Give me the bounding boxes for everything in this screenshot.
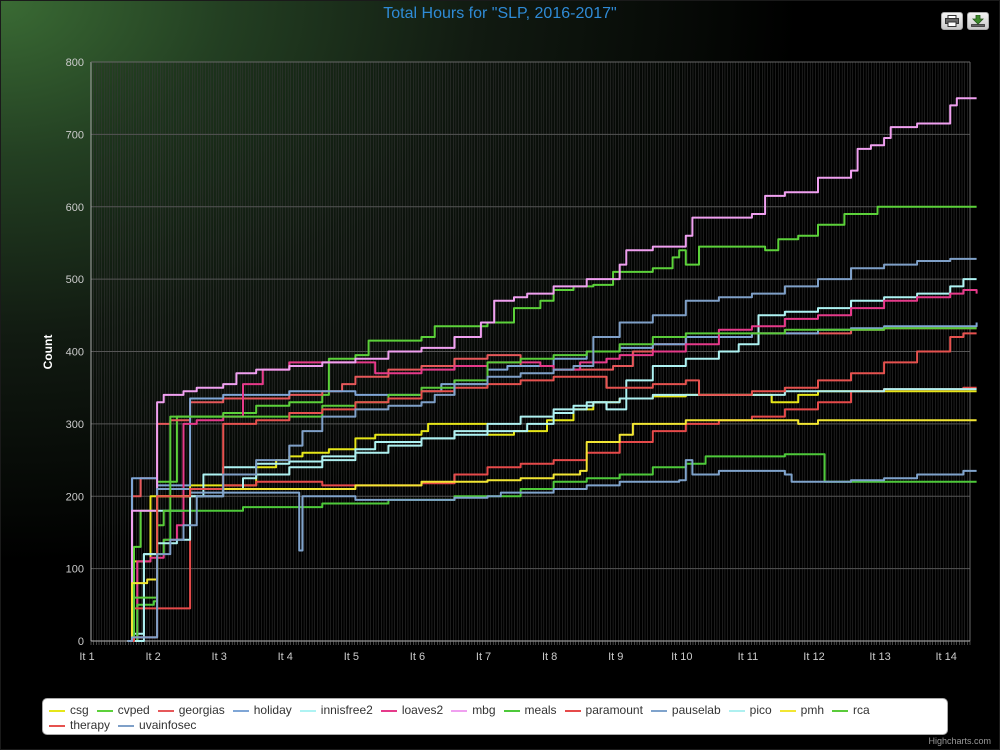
legend-label: holiday	[253, 703, 292, 717]
series-lines	[127, 97, 978, 642]
legend-label: meals	[524, 703, 557, 717]
x-tick-label: It 3	[212, 651, 227, 663]
legend-label: paramount	[585, 703, 643, 717]
legend-item-therapy[interactable]: therapy	[49, 718, 110, 733]
y-tick-label: 100	[66, 564, 84, 576]
legend-item-rca[interactable]: rca	[832, 703, 870, 718]
x-tick-label: It 4	[278, 651, 293, 663]
x-tick-label: It 8	[542, 651, 557, 663]
series-line-pico[interactable]	[127, 388, 977, 642]
y-tick-label: 800	[66, 57, 84, 69]
x-tick-label: It 12	[803, 651, 824, 663]
legend-label: pauselab	[671, 703, 721, 717]
x-tick-label: It 13	[869, 651, 890, 663]
legend-swatch	[650, 709, 667, 712]
download-icon	[971, 15, 985, 27]
x-tick-label: It 5	[344, 651, 359, 663]
y-tick-label: 500	[66, 274, 84, 286]
legend-swatch	[451, 709, 468, 712]
legend-label: pmh	[800, 703, 824, 717]
credits-link[interactable]: Highcharts.com	[928, 736, 991, 746]
legend-swatch	[118, 724, 135, 727]
legend-swatch	[49, 724, 65, 727]
x-tick-label: It 10	[671, 651, 692, 663]
x-tick-label: It 6	[410, 651, 425, 663]
chart-legend: csg cvped georgias holiday innisfree2 loaves2…	[42, 698, 948, 735]
legend-label: innisfree2	[320, 703, 373, 717]
legend-item-georgias[interactable]: georgias	[157, 703, 225, 718]
grid-lines	[90, 61, 971, 642]
y-axis-title: Count	[41, 335, 55, 370]
x-tick-label: It 2	[145, 651, 160, 663]
y-tick-label: 400	[66, 347, 84, 359]
legend-label: loaves2	[401, 703, 444, 717]
chart-plot: 0 100 200 300 400 500 600 700 800 It 1 It 2 It 3 It …	[41, 57, 978, 663]
legend-label: cvped	[117, 703, 150, 717]
legend-swatch	[728, 709, 745, 712]
legend-item-pmh[interactable]: pmh	[779, 703, 824, 718]
legend-item-cvped[interactable]: cvped	[96, 703, 150, 718]
legend-label: uvainfosec	[139, 718, 197, 732]
legend-item-uvainfosec[interactable]: uvainfosec	[118, 718, 196, 733]
legend-swatch	[232, 709, 249, 712]
legend-swatch	[380, 709, 397, 712]
legend-item-mbg[interactable]: mbg	[451, 703, 496, 718]
axes: 0 100 200 300 400 500 600 700 800 It 1 It 2 It 3 It …	[66, 57, 971, 663]
y-tick-label: 200	[66, 491, 84, 503]
legend-label: csg	[70, 703, 89, 717]
legend-swatch	[49, 709, 65, 712]
print-icon	[945, 15, 959, 27]
legend-swatch	[779, 709, 796, 712]
y-tick-label: 300	[66, 419, 84, 431]
legend-item-pico[interactable]: pico	[728, 703, 772, 718]
legend-item-pauselab[interactable]: pauselab	[650, 703, 721, 718]
series-line-uvainfosec[interactable]	[127, 257, 977, 642]
legend-item-meals[interactable]: meals	[503, 703, 557, 718]
legend-label: georgias	[178, 703, 225, 717]
y-tick-label: 700	[66, 129, 84, 141]
legend-label: mbg	[472, 703, 496, 717]
legend-item-csg[interactable]: csg	[49, 703, 89, 718]
x-tick-label: It 14	[935, 651, 956, 663]
legend-swatch	[832, 709, 848, 712]
x-tick-label: It 7	[476, 651, 491, 663]
x-tick-label: It 9	[608, 651, 623, 663]
y-tick-label: 0	[78, 636, 84, 648]
legend-item-innisfree2[interactable]: innisfree2	[299, 703, 373, 718]
series-line-paramount[interactable]	[127, 386, 977, 642]
print-button[interactable]	[941, 12, 963, 30]
legend-label: therapy	[70, 718, 111, 732]
legend-item-loaves2[interactable]: loaves2	[380, 703, 444, 718]
legend-swatch	[157, 709, 174, 712]
legend-swatch	[564, 709, 581, 712]
series-line-loaves2[interactable]	[127, 289, 978, 642]
series-line-therapy[interactable]	[127, 332, 977, 642]
chart-title: Total Hours for "SLP, 2016-2017"	[383, 5, 617, 22]
legend-swatch	[503, 709, 520, 712]
y-tick-label: 600	[66, 202, 84, 214]
legend-swatch	[299, 709, 316, 712]
x-tick-label: It 1	[79, 651, 94, 663]
legend-label: pico	[749, 703, 772, 717]
series-line-pauselab[interactable]	[127, 459, 977, 642]
legend-swatch	[96, 709, 113, 712]
series-line-mbg[interactable]	[127, 97, 977, 642]
legend-label: rca	[853, 703, 870, 717]
legend-item-paramount[interactable]: paramount	[564, 703, 643, 718]
export-button[interactable]	[967, 12, 989, 30]
legend-item-holiday[interactable]: holiday	[232, 703, 292, 718]
x-tick-label: It 11	[738, 651, 759, 663]
